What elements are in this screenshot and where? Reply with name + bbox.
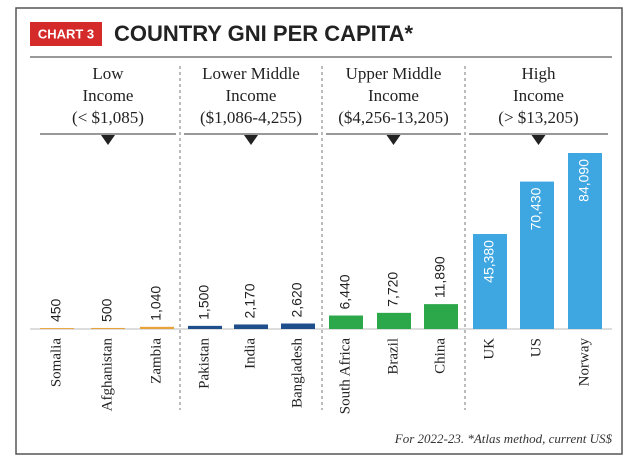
value-label: 6,440 (337, 274, 353, 309)
footnote: For 2022-23. *Atlas method, current US$ (394, 431, 613, 446)
bar (40, 328, 74, 329)
chart-title: COUNTRY GNI PER CAPITA* (114, 21, 414, 46)
group-label: Income (513, 86, 564, 105)
bar (473, 234, 507, 329)
bar (234, 324, 268, 329)
group-label: ($1,086-4,255) (200, 108, 302, 127)
badge: CHART 3 (38, 26, 94, 41)
group-label: High (522, 64, 557, 83)
value-label: 450 (48, 298, 64, 322)
x-tick-label: Pakistan (196, 338, 212, 389)
bar (140, 326, 174, 329)
bar (91, 327, 125, 329)
bar (377, 312, 411, 329)
x-tick-label: China (432, 338, 448, 374)
group-label: Income (368, 86, 419, 105)
x-tick-label: Zambia (148, 338, 164, 384)
x-tick-label: India (242, 338, 258, 369)
x-tick-label: Norway (576, 338, 592, 387)
x-tick-label: UK (481, 338, 497, 360)
group-label: (> $13,205) (498, 108, 578, 127)
value-label: 45,380 (481, 240, 497, 283)
bar (188, 325, 222, 329)
x-tick-label: Bangladesh (289, 338, 305, 408)
group-label: (< $1,085) (72, 108, 144, 127)
group-label: ($4,256-13,205) (338, 108, 448, 127)
value-label: 84,090 (576, 159, 592, 202)
group-label: Low (92, 64, 124, 83)
value-label: 2,620 (289, 282, 305, 317)
x-tick-label: South Africa (337, 338, 353, 415)
group-arrow (244, 135, 258, 145)
badge-box (30, 22, 102, 46)
group-label: Upper Middle (346, 64, 442, 83)
bar (568, 153, 602, 329)
value-label: 70,430 (528, 187, 544, 230)
bar (281, 323, 315, 329)
value-label: 500 (99, 298, 115, 322)
group-arrow (386, 135, 401, 145)
value-label: 1,500 (196, 285, 212, 320)
group-label: Income (83, 86, 134, 105)
value-label: 1,040 (148, 286, 164, 321)
x-tick-label: Afghanistan (99, 338, 115, 412)
x-tick-label: Somalia (48, 338, 64, 388)
value-label: 7,720 (385, 272, 401, 307)
bar (329, 315, 363, 329)
x-tick-label: Brazil (385, 338, 401, 375)
value-label: 11,890 (432, 256, 448, 298)
group-label: Lower Middle (202, 64, 300, 83)
group-arrow (101, 135, 115, 145)
group-arrow (531, 135, 546, 145)
bar (520, 181, 554, 329)
value-label: 2,170 (242, 283, 258, 318)
bar (424, 304, 458, 329)
x-tick-label: US (528, 338, 544, 357)
group-label: Income (226, 86, 277, 105)
